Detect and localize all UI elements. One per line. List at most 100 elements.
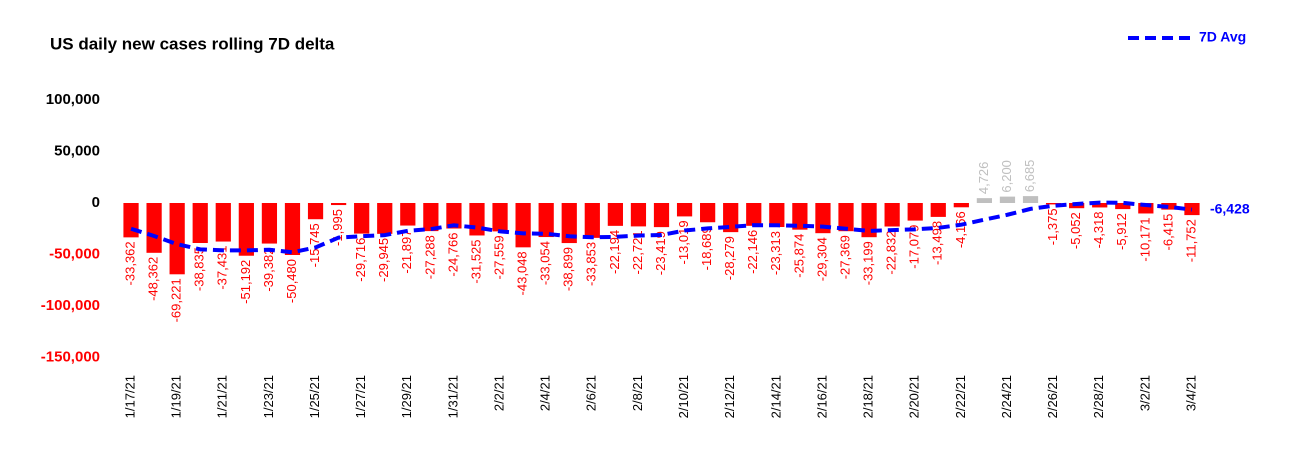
- x-tick-label: 2/26/21: [1045, 375, 1060, 418]
- y-tick-label: 50,000: [54, 142, 100, 159]
- bar: [377, 203, 393, 234]
- data-label: -22,194: [607, 230, 622, 274]
- data-label: -15,745: [307, 223, 322, 267]
- y-tick-label: 100,000: [46, 91, 100, 108]
- end-label: -6,428: [1210, 200, 1250, 216]
- x-tick-label: 3/2/21: [1137, 375, 1152, 411]
- bar: [146, 203, 162, 253]
- data-label: -13,019: [676, 220, 691, 264]
- data-label: -33,362: [122, 241, 137, 285]
- bar: [746, 203, 762, 226]
- data-label: -29,716: [353, 238, 368, 282]
- bar: [838, 203, 854, 232]
- data-label: -22,832: [884, 231, 899, 275]
- bar: [354, 203, 370, 234]
- bar: [676, 203, 693, 217]
- data-label: -22,146: [745, 230, 760, 274]
- bar: [584, 203, 600, 238]
- x-tick-label: 2/18/21: [861, 375, 876, 418]
- x-tick-label: 1/17/21: [122, 375, 137, 418]
- x-tick-label: 2/22/21: [953, 375, 968, 418]
- data-label: -33,853: [584, 242, 599, 286]
- bar: [723, 203, 739, 233]
- bar: [330, 203, 347, 206]
- data-label: -51,192: [238, 260, 253, 304]
- data-label: -10,171: [1137, 217, 1152, 261]
- x-tick-label: 3/4/21: [1183, 375, 1198, 411]
- data-label: -69,221: [169, 278, 184, 322]
- bar: [469, 203, 485, 236]
- x-tick-label: 2/8/21: [630, 375, 645, 411]
- x-tick-label: 1/25/21: [307, 375, 322, 418]
- bar: [1161, 203, 1177, 210]
- data-label: -39,382: [261, 248, 276, 292]
- data-label: -17,079: [907, 225, 922, 269]
- bar: [999, 196, 1016, 203]
- bar: [700, 203, 716, 223]
- data-label: -29,945: [376, 238, 391, 282]
- bar: [423, 203, 439, 232]
- bar: [1092, 203, 1108, 208]
- data-label: -27,559: [491, 235, 506, 279]
- bar: [515, 203, 531, 248]
- data-label: -38,835: [192, 247, 207, 291]
- data-label: -29,304: [814, 237, 829, 281]
- legend-label: 7D Avg: [1199, 29, 1246, 45]
- x-tick-label: 2/16/21: [814, 375, 829, 418]
- x-tick-label: 2/2/21: [491, 375, 506, 411]
- data-label: -4,166: [953, 211, 968, 248]
- bar: [930, 203, 946, 217]
- x-tick-label: 1/19/21: [169, 375, 184, 418]
- x-tick-label: 1/31/21: [445, 375, 460, 418]
- data-label: 6,200: [999, 160, 1014, 193]
- y-tick-label: -100,000: [41, 297, 100, 314]
- x-tick-label: 2/4/21: [538, 375, 553, 411]
- bar: [1115, 203, 1131, 210]
- data-label: -33,054: [538, 241, 553, 285]
- bar: [169, 203, 185, 275]
- x-tick-label: 2/10/21: [676, 375, 691, 418]
- data-label: -31,525: [468, 239, 483, 283]
- x-tick-label: 2/6/21: [584, 375, 599, 411]
- bar: [607, 203, 623, 226]
- bar: [630, 203, 647, 227]
- bar: [653, 203, 670, 228]
- data-label: -21,897: [399, 230, 414, 274]
- chart-title: US daily new cases rolling 7D delta: [50, 34, 335, 53]
- bar: [1022, 196, 1039, 203]
- data-label: -48,362: [146, 257, 161, 301]
- data-label: -11,752: [1183, 219, 1198, 262]
- bar: [238, 203, 254, 256]
- bar: [492, 203, 508, 232]
- x-tick-label: 1/23/21: [261, 375, 276, 418]
- x-tick-label: 2/28/21: [1091, 375, 1106, 418]
- x-tick-label: 2/14/21: [768, 375, 783, 418]
- data-label: -4,318: [1091, 211, 1106, 248]
- data-label: -25,874: [791, 234, 806, 278]
- y-tick-label: -50,000: [49, 245, 100, 262]
- bar: [215, 203, 231, 242]
- data-label: -50,480: [284, 259, 299, 303]
- x-tick-label: 1/29/21: [399, 375, 414, 418]
- x-tick-label: 2/24/21: [999, 375, 1014, 418]
- bar: [192, 203, 208, 244]
- data-label: -24,766: [445, 233, 460, 277]
- bar: [884, 203, 900, 227]
- data-label: -5,912: [1114, 213, 1129, 250]
- bar: [792, 203, 808, 230]
- x-tick-label: 1/21/21: [215, 375, 230, 418]
- x-tick-label: 2/20/21: [907, 375, 922, 418]
- x-tick-label: 2/12/21: [722, 375, 737, 418]
- bar: [284, 203, 301, 255]
- data-label: 4,726: [976, 162, 991, 195]
- bar: [1045, 203, 1062, 205]
- x-tick-label: 1/27/21: [353, 375, 368, 418]
- bar: [976, 198, 993, 203]
- data-label: -27,288: [422, 235, 437, 279]
- bar: [307, 203, 324, 220]
- bar: [907, 203, 923, 221]
- y-tick-label: 0: [92, 194, 100, 211]
- bar: [538, 203, 554, 238]
- data-label: -5,052: [1068, 212, 1083, 249]
